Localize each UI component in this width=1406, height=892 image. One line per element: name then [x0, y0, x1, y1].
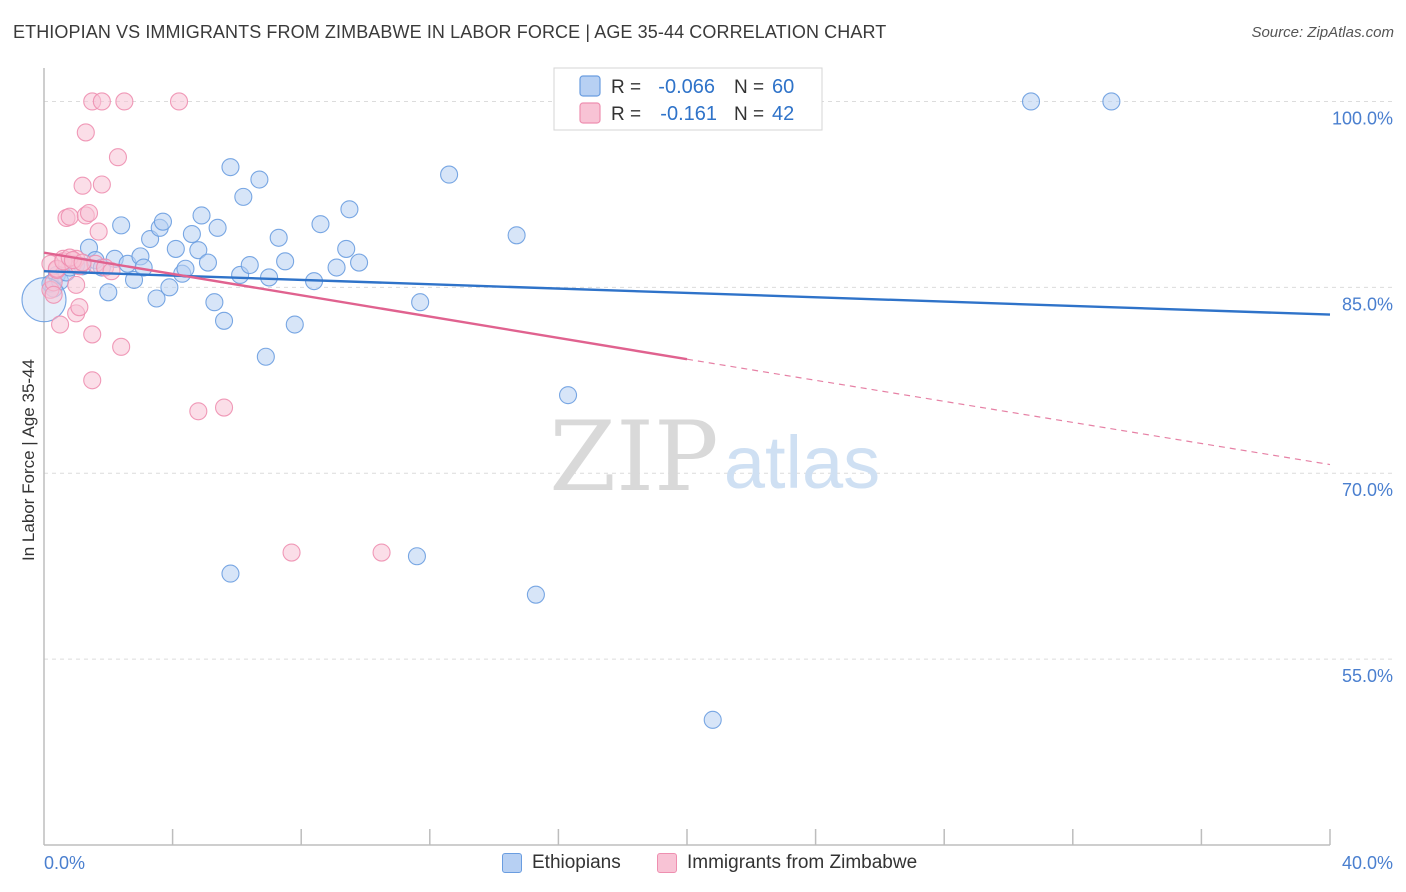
legend-item-zimbabwe[interactable]: Immigrants from Zimbabwe [657, 852, 917, 874]
point-ethiopians[interactable] [124, 270, 144, 289]
data-points [21, 92, 1121, 729]
point-ethiopians[interactable] [160, 278, 179, 297]
point-ethiopians[interactable] [440, 165, 459, 184]
point-ethiopians[interactable] [350, 253, 369, 272]
point-ethiopians[interactable] [703, 710, 722, 729]
legend-n-label-zimbabwe: N = [734, 104, 764, 125]
point-ethiopians[interactable] [234, 187, 253, 206]
legend-n-value-ethiopians: 60 [772, 76, 794, 98]
y-tick-label: 85.0% [1342, 294, 1393, 314]
point-zimbabwe[interactable] [92, 175, 111, 194]
point-zimbabwe[interactable] [282, 543, 301, 562]
point-ethiopians[interactable] [166, 239, 185, 258]
point-ethiopians[interactable] [192, 206, 211, 225]
legend-r-value-ethiopians: -0.066 [658, 76, 715, 98]
point-zimbabwe[interactable] [76, 123, 95, 142]
point-ethiopians[interactable] [182, 225, 201, 244]
point-zimbabwe[interactable] [115, 92, 134, 111]
point-ethiopians[interactable] [285, 315, 304, 334]
legend-n-label-ethiopians: N = [734, 77, 764, 98]
point-zimbabwe[interactable] [83, 325, 102, 344]
point-ethiopians[interactable] [214, 311, 234, 330]
legend-swatch-ethiopians-bottom [502, 853, 522, 873]
point-ethiopians[interactable] [558, 386, 578, 405]
point-ethiopians[interactable] [526, 585, 545, 604]
point-ethiopians[interactable] [256, 347, 275, 366]
point-zimbabwe[interactable] [108, 148, 127, 167]
point-ethiopians[interactable] [153, 212, 173, 231]
point-zimbabwe[interactable] [60, 207, 79, 226]
watermark: ZIP atlas [549, 401, 880, 513]
point-zimbabwe[interactable] [79, 203, 99, 223]
point-zimbabwe[interactable] [214, 398, 234, 417]
point-zimbabwe[interactable] [67, 275, 86, 294]
point-ethiopians[interactable] [276, 252, 295, 271]
point-ethiopians[interactable] [1102, 92, 1121, 111]
x-tick-label-max: 40.0% [1342, 853, 1393, 873]
stats-legend: R = -0.066 N = 60 R = -0.161 N = 42 [553, 67, 823, 131]
point-zimbabwe[interactable] [112, 337, 131, 356]
legend-swatch-ethiopians [579, 75, 601, 97]
legend-item-ethiopians[interactable]: Ethiopians [502, 852, 621, 874]
point-ethiopians[interactable] [147, 289, 166, 308]
point-ethiopians[interactable] [269, 228, 288, 247]
y-axis-label: In Labor Force | Age 35-44 [19, 359, 38, 561]
point-zimbabwe[interactable] [92, 92, 111, 111]
y-tick-label: 100.0% [1332, 108, 1393, 128]
point-ethiopians[interactable] [327, 258, 346, 277]
chart-source: Source: ZipAtlas.com [1251, 24, 1394, 41]
point-zimbabwe[interactable] [73, 176, 92, 195]
point-zimbabwe[interactable] [44, 285, 63, 304]
chart-title: ETHIOPIAN VS IMMIGRANTS FROM ZIMBABWE IN… [13, 22, 887, 42]
legend-label-ethiopians: Ethiopians [532, 852, 621, 873]
axes [43, 68, 1331, 846]
point-ethiopians[interactable] [240, 255, 259, 275]
legend-r-value-zimbabwe: -0.161 [660, 103, 717, 125]
point-ethiopians[interactable] [407, 547, 426, 566]
legend-swatch-zimbabwe-bottom [657, 853, 677, 873]
point-ethiopians[interactable] [337, 239, 356, 258]
trend-line-zimbabwe-extrapolated [686, 358, 1331, 466]
x-tick-label-min: 0.0% [44, 853, 85, 873]
point-zimbabwe[interactable] [189, 402, 208, 421]
legend-label-zimbabwe: Immigrants from Zimbabwe [687, 852, 918, 873]
point-zimbabwe[interactable] [73, 253, 92, 272]
point-zimbabwe[interactable] [70, 298, 89, 317]
point-zimbabwe[interactable] [51, 315, 70, 334]
legend-r-label-ethiopians: R = [611, 77, 641, 98]
point-ethiopians[interactable] [411, 293, 430, 312]
point-zimbabwe[interactable] [83, 371, 102, 390]
legend-swatch-zimbabwe [579, 102, 601, 124]
point-ethiopians[interactable] [311, 215, 330, 234]
point-ethiopians[interactable] [189, 241, 208, 260]
point-ethiopians[interactable] [507, 226, 526, 245]
point-ethiopians[interactable] [221, 564, 240, 583]
trend-lines [43, 251, 1331, 466]
trend-line-ethiopians [43, 270, 1331, 316]
legend-n-value-zimbabwe: 42 [772, 103, 794, 125]
point-ethiopians[interactable] [198, 253, 218, 272]
watermark-zip: ZIP [549, 401, 718, 513]
y-tick-labels: 100.0% 85.0% 70.0% 55.0% [1332, 108, 1393, 686]
point-zimbabwe[interactable] [372, 543, 391, 562]
legend-r-label-zimbabwe: R = [611, 104, 641, 125]
point-zimbabwe[interactable] [89, 222, 108, 241]
point-ethiopians[interactable] [208, 218, 227, 237]
gridlines [44, 100, 1393, 660]
y-tick-label: 70.0% [1342, 480, 1393, 500]
point-ethiopians[interactable] [112, 216, 131, 235]
trend-line-zimbabwe [43, 251, 688, 361]
point-ethiopians[interactable] [99, 283, 118, 302]
point-ethiopians[interactable] [250, 170, 269, 189]
point-ethiopians[interactable] [1021, 92, 1041, 111]
y-tick-label: 55.0% [1342, 666, 1393, 686]
watermark-atlas: atlas [724, 421, 880, 504]
point-ethiopians[interactable] [340, 200, 359, 219]
point-zimbabwe[interactable] [169, 92, 189, 111]
series-legend: Ethiopians Immigrants from Zimbabwe [0, 852, 1406, 878]
point-ethiopians[interactable] [221, 158, 240, 177]
point-ethiopians[interactable] [205, 293, 224, 312]
